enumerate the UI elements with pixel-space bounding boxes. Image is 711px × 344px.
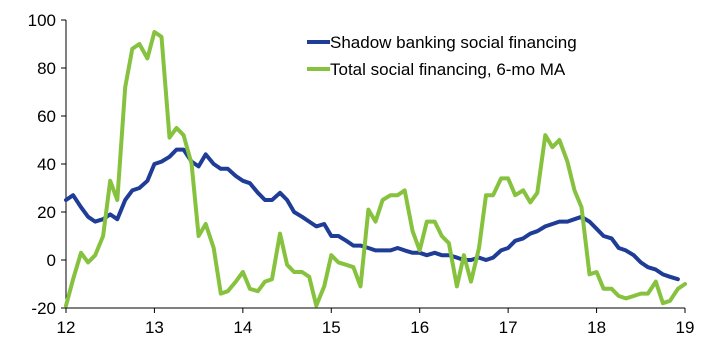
series-line-total-social-financing: [64, 30, 687, 308]
x-tick-label: 12: [57, 318, 76, 337]
y-tick-label: 80: [37, 59, 56, 78]
y-tick-label: -20: [31, 299, 56, 318]
x-tick-label: 16: [410, 318, 429, 337]
y-tick-label: 0: [47, 251, 56, 270]
x-tick-label: 17: [499, 318, 518, 337]
x-tick-label: 15: [322, 318, 341, 337]
x-tick-label: 13: [145, 318, 164, 337]
x-tick-label: 14: [233, 318, 252, 337]
y-tick-label: 100: [28, 11, 56, 30]
y-tick-label: 20: [37, 203, 56, 222]
legend-label: Total social financing, 6-mo MA: [330, 60, 566, 79]
legend-label: Shadow banking social financing: [330, 33, 577, 52]
series-line-shadow-banking: [64, 147, 680, 282]
legend: Shadow banking social financing Total soc…: [307, 33, 577, 79]
series-group: [64, 30, 687, 308]
axes: -20 0 20 40 60 80 100 12 13 14 15 16 17 18 19: [28, 11, 695, 337]
y-tick-label: 60: [37, 107, 56, 126]
x-tick-label: 19: [676, 318, 695, 337]
y-tick-label: 40: [37, 155, 56, 174]
x-tick-label: 18: [587, 318, 606, 337]
